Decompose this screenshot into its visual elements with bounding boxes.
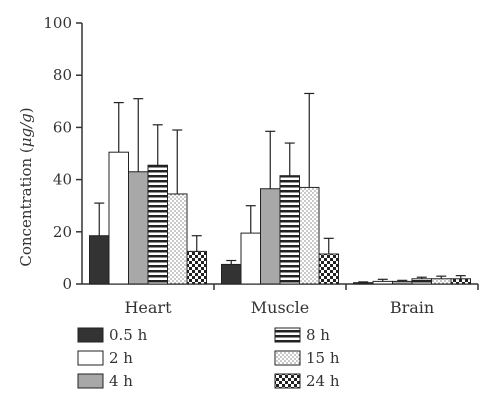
legend-label: 24 h	[306, 372, 340, 390]
bar	[89, 235, 110, 285]
y-axis-title-unit: μg/g	[17, 113, 35, 147]
y-axis-title-suffix: )	[17, 107, 35, 113]
bar	[411, 278, 432, 285]
bar	[221, 263, 242, 285]
legend-swatch	[274, 373, 301, 389]
error-bars-group	[94, 92, 466, 283]
y-tick-label: 60	[53, 118, 72, 136]
x-category-label: Brain	[390, 298, 434, 317]
bars-group	[89, 151, 471, 285]
bar	[318, 253, 339, 285]
y-axis-title: Concentration (μg/g)	[17, 107, 35, 266]
bar	[240, 232, 261, 285]
y-axis: 0 20 40 60 80 100	[43, 14, 83, 293]
legend-swatch	[77, 373, 104, 389]
x-category-label: Heart	[124, 298, 172, 317]
legend-label: 15 h	[306, 349, 340, 367]
bar	[372, 280, 393, 285]
x-axis: Heart Muscle Brain	[82, 283, 479, 317]
bar	[260, 188, 281, 285]
y-tick-label: 40	[53, 171, 72, 189]
bar	[147, 164, 168, 285]
bar	[279, 175, 300, 285]
bar	[450, 278, 471, 285]
y-tick-label: 100	[43, 14, 72, 32]
legend: 0.5 h 2 h 4 h 8 h 15 h 24 h	[77, 326, 340, 390]
bar	[353, 282, 374, 285]
legend-swatch	[274, 327, 301, 343]
legend-label: 2 h	[109, 349, 133, 367]
bar	[167, 193, 188, 285]
y-tick-label: 20	[53, 223, 72, 241]
y-tick-label: 80	[53, 66, 72, 84]
bar	[392, 280, 413, 285]
x-category-label: Muscle	[251, 298, 309, 317]
bar	[128, 171, 149, 285]
legend-label: 0.5 h	[109, 326, 148, 344]
legend-swatch	[77, 327, 104, 343]
legend-swatch	[274, 350, 301, 366]
y-axis-title-prefix: Concentration (	[17, 147, 35, 266]
legend-label: 4 h	[109, 372, 133, 390]
bar	[431, 278, 452, 285]
bar	[108, 151, 129, 285]
legend-label: 8 h	[306, 326, 330, 344]
y-tick-label: 0	[62, 275, 72, 293]
bar	[299, 186, 320, 285]
bar	[186, 250, 207, 285]
legend-swatch	[77, 350, 104, 366]
